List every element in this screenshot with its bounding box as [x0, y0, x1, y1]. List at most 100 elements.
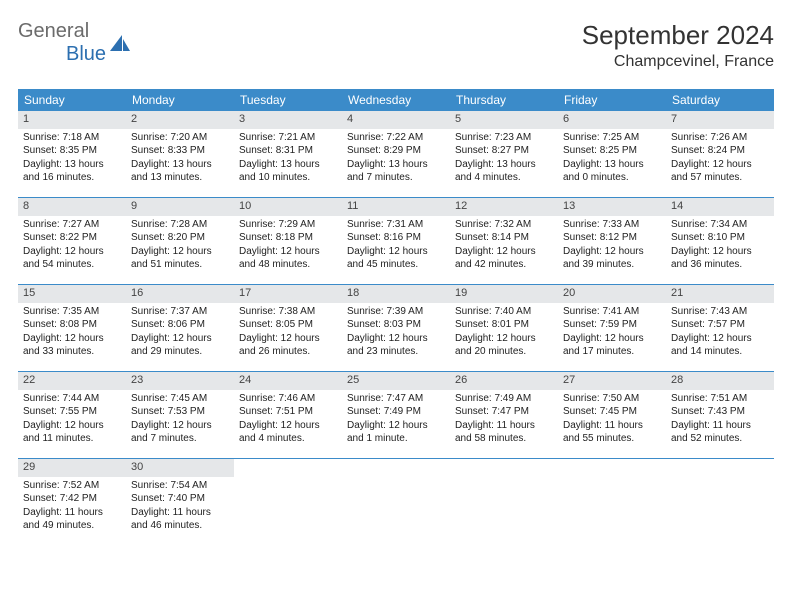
- sunset-text: Sunset: 8:31 PM: [239, 145, 337, 158]
- day-cell: 14 Sunrise: 7:34 AMSunset: 8:10 PMDayligh…: [666, 198, 774, 284]
- daylight-text: Daylight: 11 hours: [455, 420, 553, 433]
- day-number: 19: [450, 285, 558, 303]
- day-body: Sunrise: 7:18 AMSunset: 8:35 PMDaylight:…: [18, 132, 126, 190]
- title-block: September 2024 Champcevinel, France: [582, 20, 774, 71]
- sunrise-text: Sunrise: 7:27 AM: [23, 219, 121, 232]
- empty-cell: [234, 459, 342, 545]
- daylight-text: Daylight: 13 hours: [347, 159, 445, 172]
- empty-cell: [450, 459, 558, 545]
- sunrise-text: Sunrise: 7:34 AM: [671, 219, 769, 232]
- daylight-text: Daylight: 12 hours: [239, 246, 337, 259]
- day-body: Sunrise: 7:49 AMSunset: 7:47 PMDaylight:…: [450, 393, 558, 451]
- sunrise-text: Sunrise: 7:29 AM: [239, 219, 337, 232]
- day-number: 7: [666, 111, 774, 129]
- week-row: 8Sunrise: 7:27 AMSunset: 8:22 PMDaylight…: [18, 197, 774, 284]
- daylight-text: Daylight: 11 hours: [23, 507, 121, 520]
- day-cell: 12Sunrise: 7:32 AMSunset: 8:14 PMDayligh…: [450, 198, 558, 284]
- sunrise-text: Sunrise: 7:26 AM: [671, 132, 769, 145]
- day-body: Sunrise: 7:44 AMSunset: 7:55 PMDaylight:…: [18, 393, 126, 451]
- sunrise-text: Sunrise: 7:43 AM: [671, 306, 769, 319]
- daylight-text: Daylight: 12 hours: [671, 246, 769, 259]
- day-cell: 1Sunrise: 7:18 AMSunset: 8:35 PMDaylight…: [18, 111, 126, 197]
- daylight-text: and 26 minutes.: [239, 346, 337, 359]
- daylight-text: Daylight: 12 hours: [455, 246, 553, 259]
- day-cell: 2Sunrise: 7:20 AMSunset: 8:33 PMDaylight…: [126, 111, 234, 197]
- day-number: 14: [666, 198, 774, 216]
- day-number: 13: [558, 198, 666, 216]
- sunrise-text: Sunrise: 7:20 AM: [131, 132, 229, 145]
- daylight-text: Daylight: 12 hours: [455, 333, 553, 346]
- sunset-text: Sunset: 7:59 PM: [563, 319, 661, 332]
- sunrise-text: Sunrise: 7:47 AM: [347, 393, 445, 406]
- daylight-text: and 42 minutes.: [455, 259, 553, 272]
- day-body: Sunrise: 7:31 AMSunset: 8:16 PMDaylight:…: [342, 219, 450, 277]
- daylight-text: and 20 minutes.: [455, 346, 553, 359]
- week-row: 29Sunrise: 7:52 AMSunset: 7:42 PMDayligh…: [18, 458, 774, 545]
- day-body: Sunrise: 7:20 AMSunset: 8:33 PMDaylight:…: [126, 132, 234, 190]
- sunset-text: Sunset: 8:35 PM: [23, 145, 121, 158]
- daylight-text: and 54 minutes.: [23, 259, 121, 272]
- day-number: 24: [234, 372, 342, 390]
- sunset-text: Sunset: 8:22 PM: [23, 232, 121, 245]
- day-number: 3: [234, 111, 342, 129]
- day-number: 22: [18, 372, 126, 390]
- sunset-text: Sunset: 7:49 PM: [347, 406, 445, 419]
- week-row: 1Sunrise: 7:18 AMSunset: 8:35 PMDaylight…: [18, 111, 774, 197]
- sunrise-text: Sunrise: 7:21 AM: [239, 132, 337, 145]
- daylight-text: Daylight: 12 hours: [347, 333, 445, 346]
- sunrise-text: Sunrise: 7:46 AM: [239, 393, 337, 406]
- sunset-text: Sunset: 8:05 PM: [239, 319, 337, 332]
- day-cell: 18Sunrise: 7:39 AMSunset: 8:03 PMDayligh…: [342, 285, 450, 371]
- day-cell: 4Sunrise: 7:22 AMSunset: 8:29 PMDaylight…: [342, 111, 450, 197]
- sunrise-text: Sunrise: 7:18 AM: [23, 132, 121, 145]
- day-cell: 10Sunrise: 7:29 AMSunset: 8:18 PMDayligh…: [234, 198, 342, 284]
- sunrise-text: Sunrise: 7:25 AM: [563, 132, 661, 145]
- day-cell: 16Sunrise: 7:37 AMSunset: 8:06 PMDayligh…: [126, 285, 234, 371]
- day-number: 18: [342, 285, 450, 303]
- daylight-text: Daylight: 12 hours: [131, 420, 229, 433]
- sunset-text: Sunset: 8:24 PM: [671, 145, 769, 158]
- daylight-text: and 46 minutes.: [131, 520, 229, 533]
- day-header: Thursday: [450, 89, 558, 111]
- daylight-text: Daylight: 13 hours: [563, 159, 661, 172]
- day-cell: 5Sunrise: 7:23 AMSunset: 8:27 PMDaylight…: [450, 111, 558, 197]
- sunset-text: Sunset: 7:51 PM: [239, 406, 337, 419]
- location: Champcevinel, France: [582, 53, 774, 71]
- day-header: Saturday: [666, 89, 774, 111]
- day-body: Sunrise: 7:22 AMSunset: 8:29 PMDaylight:…: [342, 132, 450, 190]
- day-body: Sunrise: 7:46 AMSunset: 7:51 PMDaylight:…: [234, 393, 342, 451]
- sunrise-text: Sunrise: 7:31 AM: [347, 219, 445, 232]
- day-cell: 27Sunrise: 7:50 AMSunset: 7:45 PMDayligh…: [558, 372, 666, 458]
- day-cell: 3Sunrise: 7:21 AMSunset: 8:31 PMDaylight…: [234, 111, 342, 197]
- sunrise-text: Sunrise: 7:37 AM: [131, 306, 229, 319]
- day-body: Sunrise: 7:47 AMSunset: 7:49 PMDaylight:…: [342, 393, 450, 451]
- day-number: 12: [450, 198, 558, 216]
- sunset-text: Sunset: 8:18 PM: [239, 232, 337, 245]
- day-cell: 25Sunrise: 7:47 AMSunset: 7:49 PMDayligh…: [342, 372, 450, 458]
- sunrise-text: Sunrise: 7:44 AM: [23, 393, 121, 406]
- sunrise-text: Sunrise: 7:50 AM: [563, 393, 661, 406]
- day-header: Tuesday: [234, 89, 342, 111]
- month-title: September 2024: [582, 20, 774, 51]
- day-header: Monday: [126, 89, 234, 111]
- sunset-text: Sunset: 7:57 PM: [671, 319, 769, 332]
- sunrise-text: Sunrise: 7:40 AM: [455, 306, 553, 319]
- day-number: 11: [342, 198, 450, 216]
- sunrise-text: Sunrise: 7:49 AM: [455, 393, 553, 406]
- sunset-text: Sunset: 8:10 PM: [671, 232, 769, 245]
- day-cell: 13 Sunrise: 7:33 AMSunset: 8:12 PMDayligh…: [558, 198, 666, 284]
- daylight-text: and 57 minutes.: [671, 172, 769, 185]
- daylight-text: Daylight: 12 hours: [131, 333, 229, 346]
- sunrise-text: Sunrise: 7:52 AM: [23, 480, 121, 493]
- sunrise-text: Sunrise: 7:38 AM: [239, 306, 337, 319]
- day-body: Sunrise: 7:25 AMSunset: 8:25 PMDaylight:…: [558, 132, 666, 190]
- day-number: 17: [234, 285, 342, 303]
- daylight-text: Daylight: 11 hours: [131, 507, 229, 520]
- daylight-text: and 4 minutes.: [455, 172, 553, 185]
- day-cell: 30Sunrise: 7:54 AMSunset: 7:40 PMDayligh…: [126, 459, 234, 545]
- day-body: Sunrise: 7:33 AMSunset: 8:12 PMDaylight:…: [558, 219, 666, 277]
- daylight-text: and 7 minutes.: [347, 172, 445, 185]
- sunrise-text: Sunrise: 7:33 AM: [563, 219, 661, 232]
- daylight-text: and 48 minutes.: [239, 259, 337, 272]
- day-cell: 9Sunrise: 7:28 AMSunset: 8:20 PMDaylight…: [126, 198, 234, 284]
